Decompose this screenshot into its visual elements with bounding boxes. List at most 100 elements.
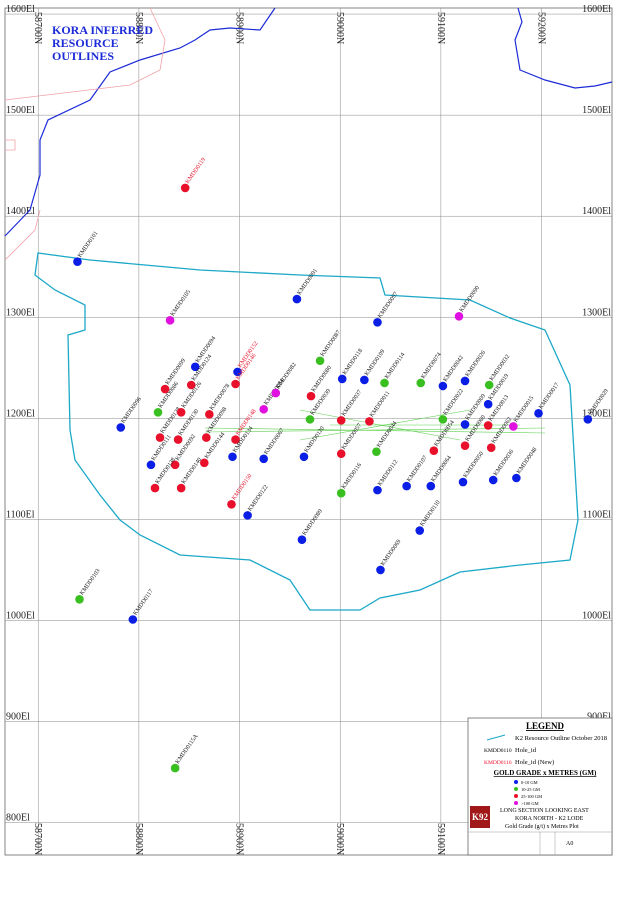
hole	[376, 565, 385, 575]
x-tick-label: 59000N	[334, 12, 345, 44]
legend-class-label: >100 GM	[521, 801, 539, 806]
hole-label: KMDD0116	[341, 462, 363, 490]
boundary-line	[4, 139, 41, 261]
hole	[460, 441, 470, 450]
hole	[170, 763, 180, 773]
hole-label: KMDD0069	[380, 539, 402, 567]
hole	[483, 399, 493, 409]
hole-label: KMDD0101	[77, 231, 99, 259]
hole	[454, 311, 464, 321]
y-tick-label: 1300El	[582, 307, 611, 318]
hole	[150, 483, 160, 493]
hole	[146, 460, 156, 470]
boundary-line	[514, 7, 613, 89]
title-line: Gold Grade (g/t) x Metres Plot	[505, 823, 579, 830]
boundary-line	[4, 7, 166, 101]
y-tick-label: 900El	[6, 712, 30, 723]
hole-label: KMDD0067	[263, 428, 285, 456]
hole-label: KMDD0026	[465, 350, 487, 378]
x-tick-label: 58800N	[133, 823, 144, 855]
hole-label: KMDD0107	[406, 455, 428, 483]
boundary-line	[4, 7, 276, 237]
hole	[315, 356, 325, 366]
x-tick-label: 58700N	[32, 12, 43, 44]
hole	[170, 460, 180, 470]
hole	[160, 384, 170, 394]
hole-label: KMDD0054	[434, 420, 456, 448]
hole	[483, 421, 493, 430]
x-tick-label: 59000N	[334, 823, 345, 855]
hole-label: KMDD0091	[297, 268, 319, 296]
hole	[227, 499, 236, 509]
legend-grade-title: GOLD GRADE x METRES (GM)	[494, 769, 597, 777]
hole	[73, 257, 82, 266]
y-tick-label: 1200El	[582, 408, 611, 419]
hole	[259, 454, 269, 464]
hole	[180, 183, 190, 193]
hole	[153, 407, 163, 417]
y-tick-label: 1100El	[582, 509, 611, 520]
hole	[438, 415, 448, 424]
y-tick-label: 1600El	[6, 4, 35, 15]
legend-outline-swatch	[486, 734, 506, 741]
hole	[176, 483, 186, 493]
hole	[488, 475, 498, 485]
y-tick-label: 1200El	[6, 408, 35, 419]
x-tick-label: 59100N	[435, 823, 446, 855]
hole-label: KMDD0089	[302, 508, 324, 536]
hole-label: KMDD0112	[377, 459, 399, 487]
legend-class-label: 10-25 GM	[521, 787, 540, 792]
hole	[416, 378, 426, 388]
hole	[429, 446, 439, 456]
hole	[165, 316, 175, 325]
hole	[336, 449, 346, 459]
hole-label: KMDD0105	[170, 289, 192, 317]
hole-label: KMDD0048	[516, 447, 538, 475]
legend-new-text: Hole_id (New)	[515, 759, 554, 766]
hole-label: KMDD0138	[155, 457, 177, 485]
hole	[128, 615, 138, 624]
legend-swatch	[514, 780, 518, 784]
hole-label: KMDD0096	[120, 396, 142, 424]
hole	[438, 381, 448, 391]
hole	[173, 435, 183, 444]
y-tick-label: 1400El	[582, 206, 611, 217]
y-tick-label: 1100El	[6, 509, 35, 520]
y-tick-label: 1300El	[6, 307, 35, 318]
legend-new-example: KMDD0116	[484, 760, 512, 766]
hole	[233, 367, 242, 377]
hole-label: KMDD0050	[463, 451, 485, 479]
title-line: KORA NORTH - K2 LODE	[515, 816, 584, 822]
hole	[337, 374, 347, 384]
hole	[306, 391, 316, 401]
hole-label: KMDD0080	[311, 365, 333, 393]
x-tick-label: 58700N	[32, 823, 43, 855]
hole-label: KMDD0115A	[175, 733, 200, 765]
drill-trace	[204, 427, 546, 434]
legend-hole-text: Hole_id	[515, 747, 537, 754]
hole-label: KMDD0082	[276, 362, 298, 390]
hole	[190, 362, 200, 372]
y-tick-label: 800El	[6, 813, 30, 824]
hole-label: KMDD0119	[185, 157, 207, 185]
hole-label: KMDD0140	[181, 457, 203, 485]
hole	[231, 379, 240, 389]
hole	[373, 318, 382, 327]
hole-label: KMDD0110	[419, 500, 441, 528]
y-tick-label: 1500El	[582, 105, 611, 116]
map-title-line: KORA INFERRED	[52, 23, 153, 37]
hole	[259, 404, 269, 414]
hole-label: KMDD0150	[231, 473, 253, 501]
hole-label: KMDD0074	[420, 352, 442, 380]
hole	[297, 535, 307, 544]
hole-label: KMDD0057	[341, 423, 363, 451]
hole	[243, 511, 252, 520]
hole	[292, 294, 302, 304]
sheet-size: A0	[566, 841, 573, 847]
legend-outline-text: K2 Resource Outline October 2018	[515, 735, 607, 742]
hole-label: KMDD0064	[431, 455, 453, 483]
map-title-line: OUTLINES	[52, 49, 114, 63]
hole-label: KMDD0015	[513, 395, 535, 423]
hole-label: KMDD0022	[443, 388, 465, 416]
hole	[75, 594, 84, 604]
